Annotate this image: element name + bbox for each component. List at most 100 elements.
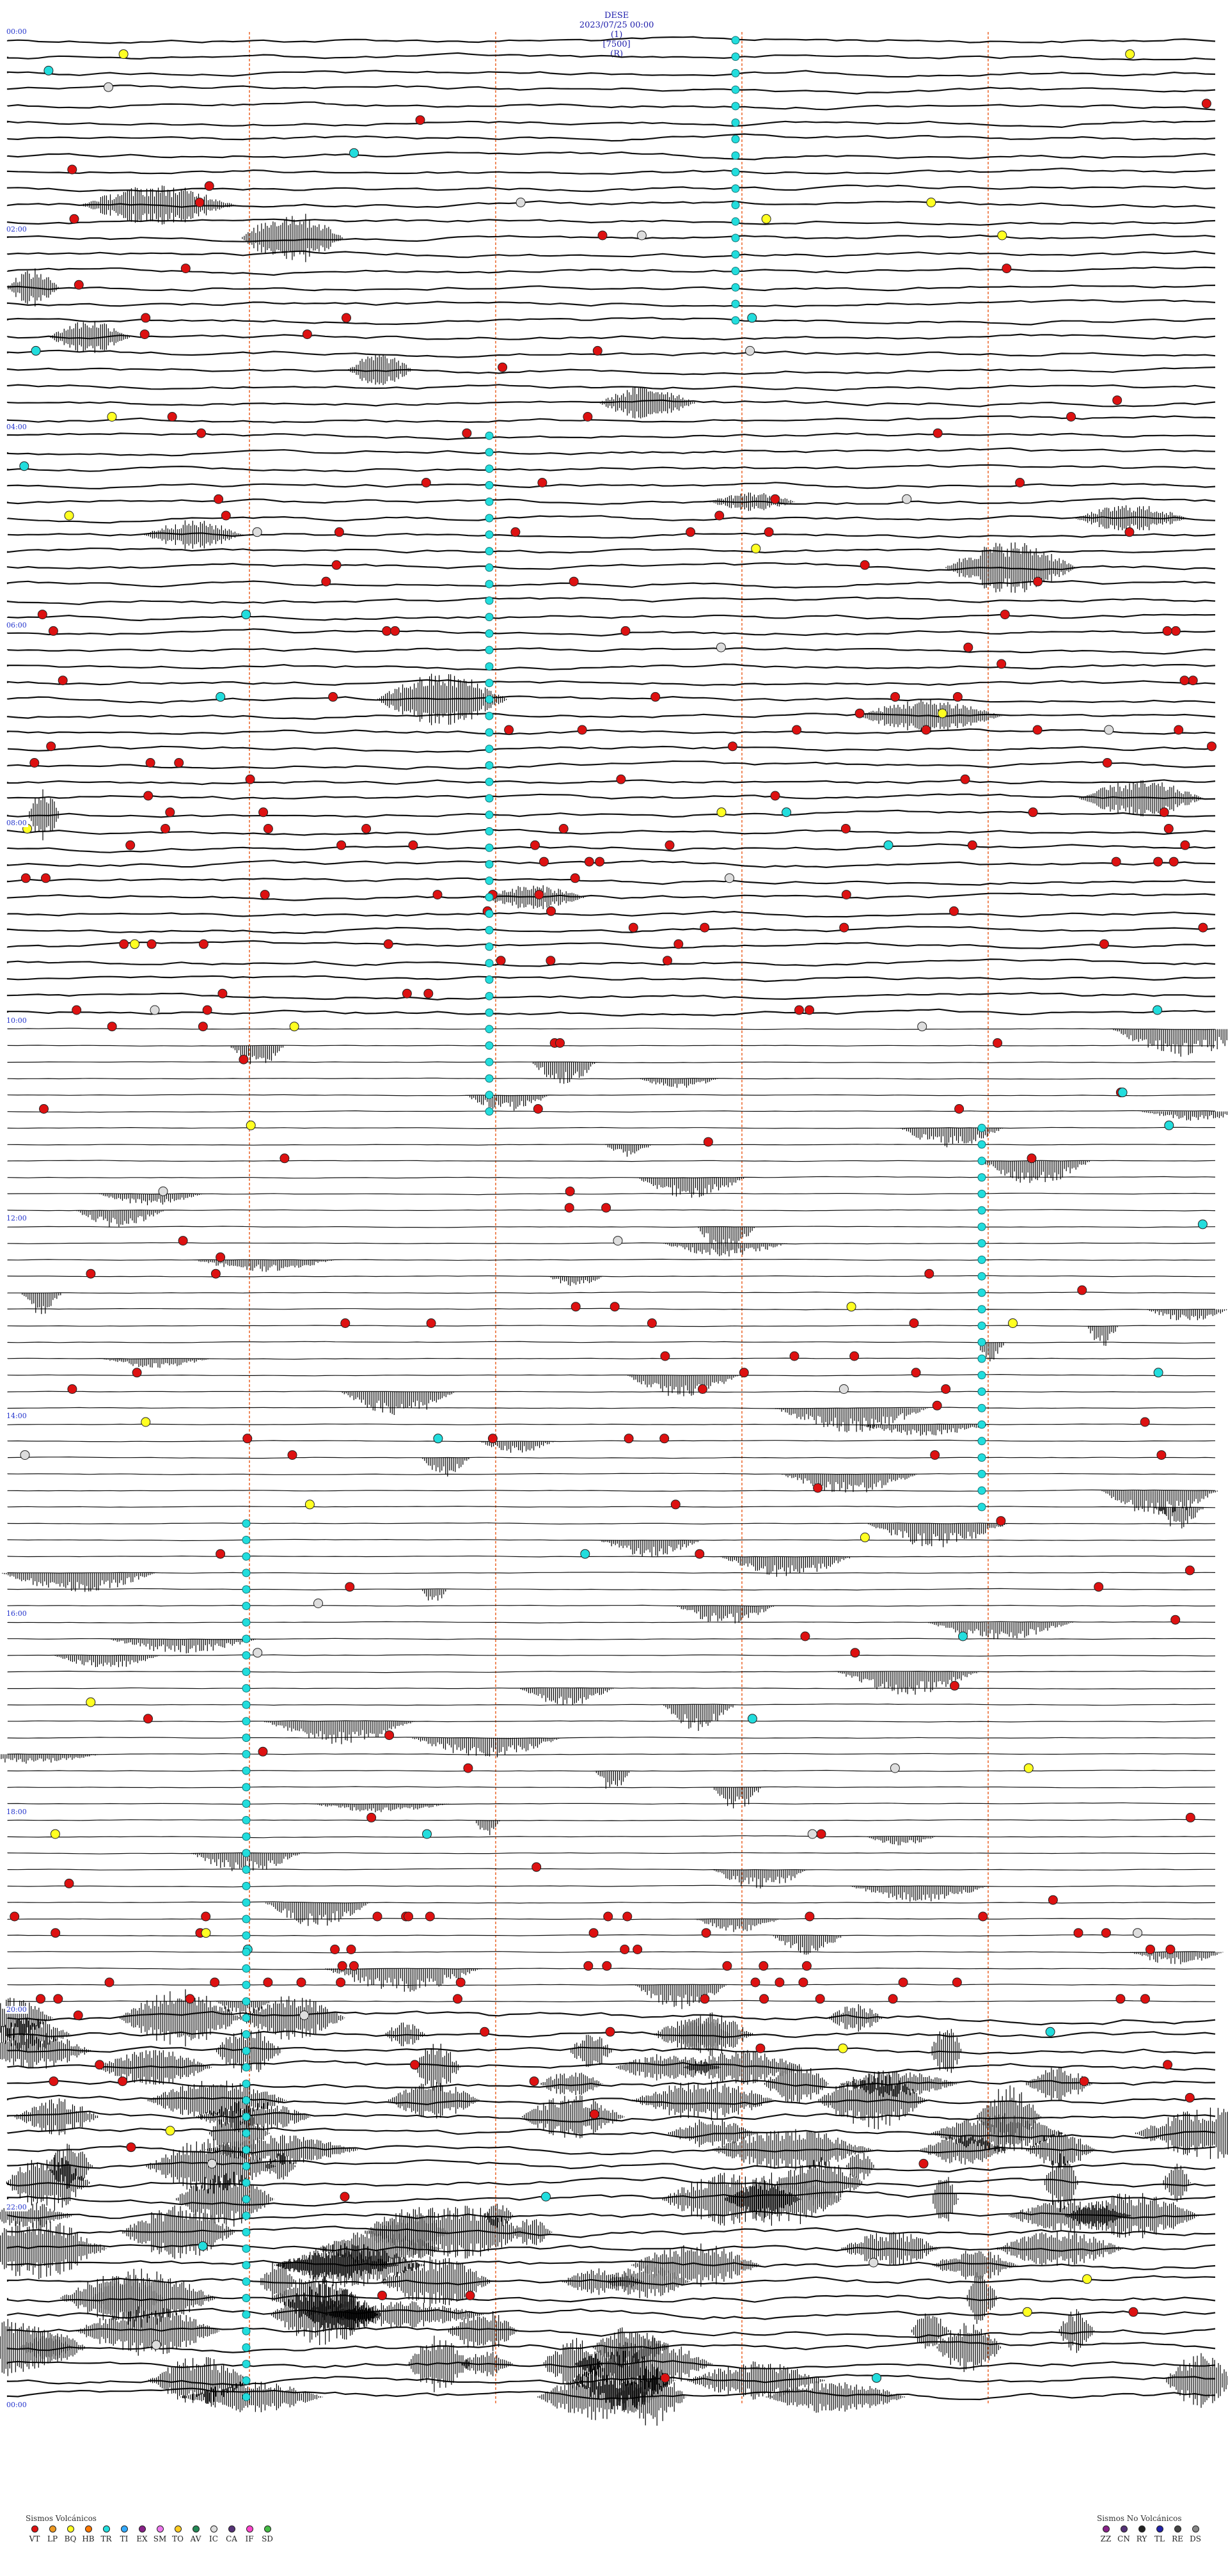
legend-dot-av [192, 2525, 200, 2533]
tremor-marker-3-126 [242, 2112, 251, 2121]
event-marker-hb-287 [86, 1697, 96, 1707]
tremor-marker-3-121 [242, 2030, 251, 2039]
tremor-marker-1-65 [485, 1107, 494, 1116]
event-marker-hb-293 [1082, 2274, 1092, 2284]
event-marker-tr-315 [1045, 2027, 1055, 2037]
trace-row-1 [6, 52, 1216, 61]
event-marker-vt-207 [10, 1911, 20, 1922]
signal-burst-163 [148, 2357, 249, 2404]
event-marker-vt-118 [1198, 922, 1208, 933]
tremor-marker-0-14 [731, 267, 740, 276]
event-marker-vt-239 [888, 1994, 898, 2004]
trace-row-63 [7, 1077, 1215, 1080]
signal-burst-42 [782, 1474, 919, 1493]
event-marker-vt-74 [165, 807, 175, 818]
tremor-marker-2-70 [977, 1189, 986, 1198]
trace-row-2 [6, 70, 1216, 78]
event-marker-vt-183 [1185, 1565, 1195, 1576]
signal-burst-38 [775, 1408, 928, 1433]
signal-burst-61 [714, 1787, 761, 1808]
trace-row-88 [7, 1489, 1216, 1492]
event-marker-hb-269 [118, 49, 129, 59]
tremor-marker-1-41 [485, 711, 494, 720]
legend-volcanic-item-sm: SM [151, 2525, 169, 2543]
signal-burst-13 [29, 789, 61, 841]
tremor-marker-3-111 [242, 1865, 251, 1874]
signal-burst-165 [688, 2361, 825, 2400]
event-marker-vt-71 [727, 741, 737, 752]
event-marker-vt-249 [73, 2011, 83, 2020]
trace-row-11 [6, 218, 1216, 226]
legend-volcanic-item-tr: TR [97, 2525, 115, 2543]
event-marker-vt-246 [104, 1977, 114, 1987]
event-marker-vt-258 [529, 2076, 539, 2087]
event-marker-vt-130 [39, 1104, 49, 1114]
time-label-9: 18:00 [5, 1807, 28, 1816]
event-marker-vt-174 [1156, 1450, 1167, 1460]
trace-row-9 [6, 184, 1216, 193]
event-marker-vt-124 [663, 956, 672, 966]
trace-row-38 [6, 663, 1216, 671]
signal-burst-166 [1166, 2353, 1228, 2408]
event-marker-vt-177 [287, 1450, 297, 1460]
trace-row-73 [7, 1242, 1216, 1245]
event-marker-vt-208 [51, 1928, 61, 1938]
trace-row-51 [6, 877, 1216, 886]
event-marker-vt-234 [185, 1994, 195, 2004]
signal-burst-104 [931, 2113, 1065, 2154]
legend-volcanic-item-if: IF [240, 2525, 258, 2543]
signal-burst-130 [368, 2206, 529, 2259]
tremor-marker-0-16 [731, 299, 740, 308]
tremor-marker-2-82 [977, 1387, 986, 1396]
event-marker-vt-256 [1163, 2060, 1173, 2070]
legend-non-volcanic-item-ds: DS [1186, 2525, 1204, 2543]
event-marker-vt-135 [239, 1054, 249, 1064]
event-marker-vt-260 [126, 2142, 136, 2153]
tremor-marker-3-92 [242, 1552, 251, 1561]
tremor-marker-0-6 [731, 135, 740, 143]
event-marker-ic-331 [613, 1236, 623, 1246]
trace-row-52 [6, 892, 1216, 901]
trace-row-69 [7, 1176, 1216, 1179]
signal-burst-126 [485, 2204, 513, 2228]
trace-row-15 [6, 284, 1216, 292]
trace-row-110 [7, 1852, 1216, 1854]
trace-row-13 [6, 250, 1216, 258]
event-marker-vt-148 [1077, 1285, 1087, 1295]
tremor-marker-0-15 [731, 283, 740, 292]
event-marker-vt-139 [198, 1022, 208, 1032]
event-marker-vt-131 [993, 1038, 1003, 1048]
event-marker-hb-286 [860, 1532, 870, 1542]
trace-row-74 [7, 1258, 1216, 1261]
trace-row-126 [6, 2110, 1216, 2122]
event-marker-vt-128 [146, 939, 157, 949]
event-marker-vt-29 [462, 428, 472, 438]
event-marker-vt-182 [345, 1582, 355, 1592]
signal-burst-136 [274, 2252, 400, 2279]
legend-code-tr: TR [100, 2534, 112, 2543]
trace-row-28 [6, 497, 1216, 505]
tremor-marker-1-37 [485, 645, 494, 654]
event-marker-vt-95 [336, 840, 347, 850]
signal-burst-109 [1026, 2131, 1096, 2168]
tremor-marker-3-109 [242, 1832, 251, 1841]
tremor-marker-0-9 [731, 184, 740, 193]
event-marker-vt-56 [996, 659, 1007, 669]
signal-burst-141 [381, 2256, 492, 2307]
event-marker-vt-82 [558, 824, 569, 834]
signal-burst-15 [1113, 1029, 1227, 1057]
tremor-marker-2-78 [977, 1322, 986, 1330]
event-marker-vt-72 [1028, 807, 1038, 818]
legend-non-volcanic-item-tl: TL [1151, 2525, 1169, 2543]
signal-burst-97 [818, 2071, 927, 2130]
tremor-marker-3-120 [242, 2014, 251, 2022]
signal-burst-169 [537, 2373, 659, 2421]
event-marker-hb-270 [926, 198, 936, 207]
event-marker-vt-186 [800, 1631, 810, 1641]
event-marker-vt-215 [633, 1945, 643, 1954]
tremor-marker-1-61 [485, 1041, 494, 1050]
trace-row-5 [6, 120, 1216, 129]
legend-code-av: AV [190, 2534, 201, 2543]
legend-dot-ds [1192, 2525, 1199, 2533]
